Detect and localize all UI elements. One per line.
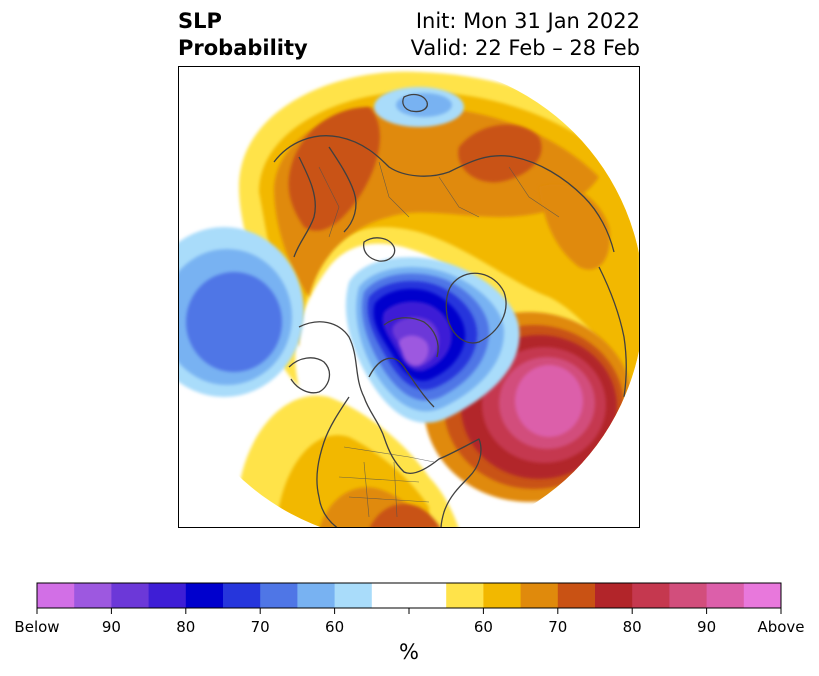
- colorbar-cell: [483, 583, 522, 608]
- colorbar: Below 90 80 70 60 60 70 80 90 Above %: [14, 582, 805, 664]
- colorbar-cell: [632, 583, 670, 608]
- above-normal-region: [219, 71, 639, 527]
- colorbar-cell: [669, 583, 708, 608]
- colorbar-cell: [706, 583, 745, 608]
- colorbar-cell: [37, 583, 75, 608]
- colorbar-tick-label: 60: [474, 618, 493, 636]
- title-init: Init: Mon 31 Jan 2022: [415, 9, 640, 33]
- colorbar-cell: [297, 583, 336, 608]
- colorbar-cells: [37, 583, 782, 608]
- borders: [318, 161, 560, 518]
- colorbar-cell: [111, 583, 150, 608]
- colorbar-cell: [520, 583, 559, 608]
- colorbar-cell: [334, 583, 373, 608]
- coastlines: [273, 93, 627, 527]
- colorbar-tick-label: 60: [325, 618, 344, 636]
- colorbar-cell: [371, 583, 410, 608]
- colorbar-tick-label: 80: [623, 618, 642, 636]
- colorbar-units-label: %: [399, 640, 419, 664]
- colorbar-cell: [743, 583, 782, 608]
- colorbar-cell: [74, 583, 112, 608]
- colorbar-tick-label: 90: [697, 618, 716, 636]
- colorbar-cell: [260, 583, 298, 608]
- probability-map: [178, 66, 640, 528]
- colorbar-cell: [223, 583, 261, 608]
- chart-title-left: SLP Probability: [178, 8, 308, 62]
- title-variable: SLP: [178, 9, 222, 33]
- title-valid: Valid: 22 Feb – 28 Feb: [410, 36, 640, 60]
- colorbar-tick-label: Above: [757, 618, 804, 636]
- colorbar-tick-label: 80: [176, 618, 195, 636]
- colorbar-ticks: Below 90 80 70 60 60 70 80 90 Above: [14, 608, 805, 636]
- colorbar-cell: [185, 583, 224, 608]
- colorbar-tick-label: 90: [102, 618, 121, 636]
- colorbar-tick-label: 70: [251, 618, 270, 636]
- chart-title-right: Init: Mon 31 Jan 2022 Valid: 22 Feb – 28…: [340, 8, 640, 62]
- colorbar-cell: [409, 583, 447, 608]
- colorbar-cell: [557, 583, 596, 608]
- below-normal-region: [179, 87, 520, 423]
- colorbar-cell: [148, 583, 187, 608]
- probability-map-svg: [179, 67, 639, 527]
- colorbar-cell: [446, 583, 484, 608]
- colorbar-cell: [595, 583, 633, 608]
- colorbar-tick-label: Below: [14, 618, 59, 636]
- colorbar-tick-label: 70: [548, 618, 567, 636]
- title-type: Probability: [178, 36, 308, 60]
